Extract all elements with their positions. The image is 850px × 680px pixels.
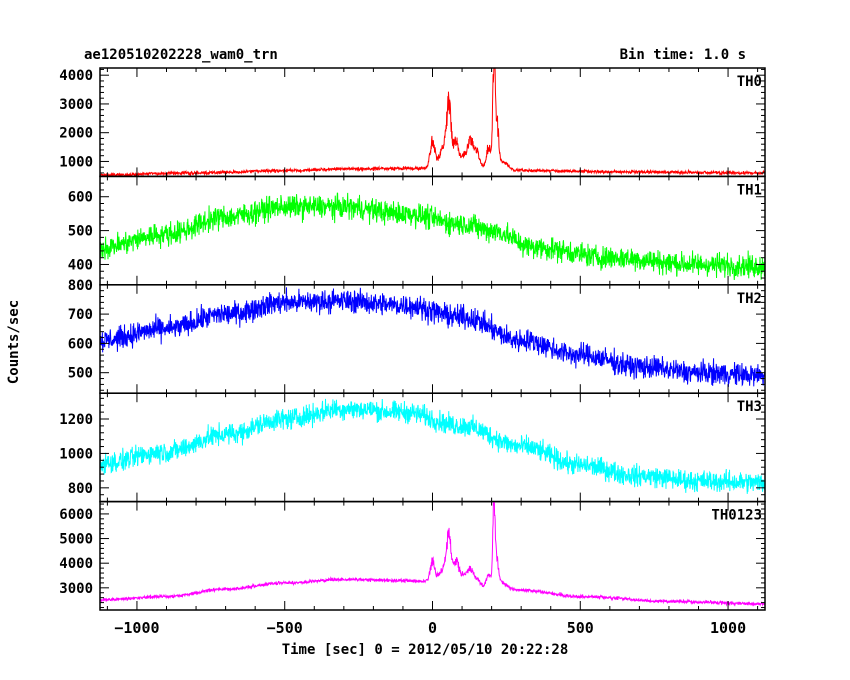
observation-id-title: ae120510202228_wam0_trn [84,47,278,63]
y-tick-label: 3000 [59,97,93,113]
panel-th1: 400 500 600 TH1 [68,175,766,286]
y-tick-label: 800 [68,278,93,294]
y-tick-label: 6000 [59,507,93,523]
panel-frame [99,284,766,394]
y-tick-label: 4000 [59,556,93,572]
y-tick-label: 1000 [59,446,93,462]
x-axis-ticks: −1000 −500 0 500 1000 [114,619,746,637]
panel-label-th0123: TH0123 [711,508,762,524]
x-tick-label: −1000 [114,619,159,637]
y-tick-label: 2000 [59,126,93,142]
panel-stack: 1000 2000 3000 4000 TH0 400 500 600 TH1 500 600 700… [59,67,766,611]
y-tick-label: 1200 [59,412,93,428]
x-tick-label: 1000 [710,619,746,637]
panel-label-th0: TH0 [737,74,762,90]
y-tick-label: 700 [68,307,93,323]
series-line-th1 [100,192,765,280]
panel-th3: 800 1000 1200 TH3 [59,392,766,503]
panel-frame [99,500,766,611]
y-tick-label: 800 [68,481,93,497]
x-tick-label: −500 [267,619,303,637]
y-tick-label: 600 [68,336,93,352]
y-tick-label: 1000 [59,154,93,170]
y-tick-label: 600 [68,190,93,206]
y-tick-label: 500 [68,224,93,240]
series-line-th3 [100,398,765,494]
panel-label-th1: TH1 [737,182,762,198]
series-line-th0 [100,68,765,177]
panel-th2: 500 600 700 800 TH2 [68,278,766,394]
y-tick-label: 500 [68,366,93,382]
y-axis-label: Counts/sec [6,300,22,384]
y-tick-label: 5000 [59,532,93,548]
panel-label-th2: TH2 [737,291,762,307]
panel-frame [99,392,766,503]
series-line-th0123 [100,501,765,607]
panel-label-th3: TH3 [737,399,762,415]
panel-th0123: 3000 4000 5000 6000 TH0123 [59,500,766,611]
x-tick-label: 500 [567,619,594,637]
x-tick-label: 0 [428,619,437,637]
y-tick-label: 3000 [59,581,93,597]
panel-frame [99,67,766,178]
y-tick-label: 400 [68,257,93,273]
panel-frame [99,175,766,286]
series-line-th2 [100,287,765,388]
bin-time-label: Bin time: 1.0 s [620,47,746,63]
x-axis-label: Time [sec] 0 = 2012/05/10 20:22:28 [282,642,569,658]
y-tick-label: 4000 [59,68,93,84]
